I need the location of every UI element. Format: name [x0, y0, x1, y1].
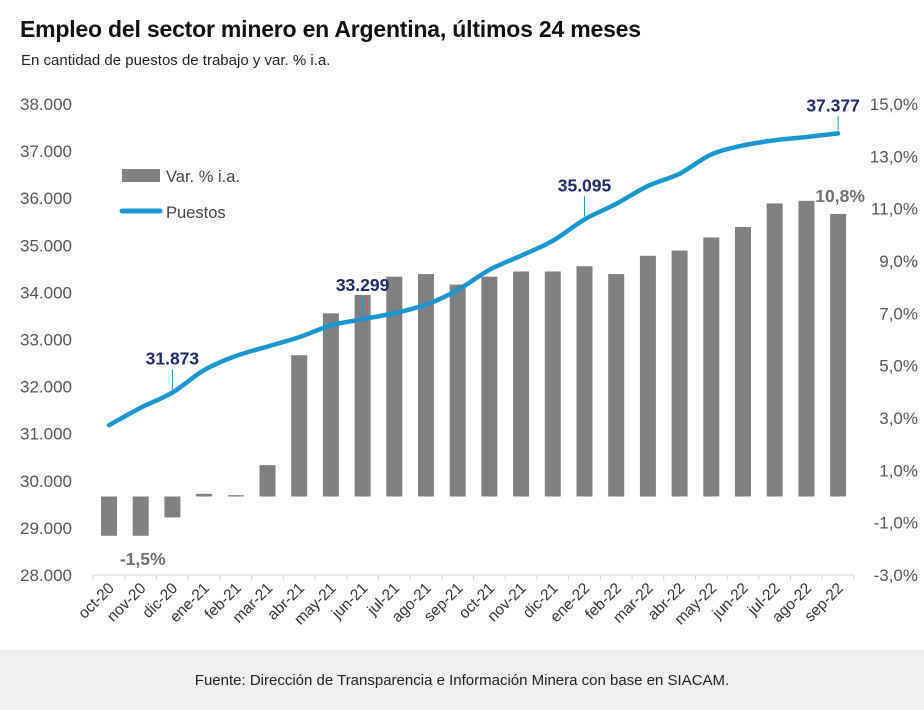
- bar-may-21: [322, 313, 339, 497]
- right-tick-label: 15,0%: [870, 95, 918, 114]
- x-axis: oct-20nov-20dic-20ene-21feb-21mar-21abr-…: [75, 575, 855, 628]
- chart-subtitle: En cantidad de puestos de trabajo y var.…: [21, 52, 331, 69]
- x-tick-label: jun-22: [709, 580, 752, 623]
- right-tick-label: 7,0%: [879, 304, 918, 323]
- chart-title: Empleo del sector minero en Argentina, ú…: [20, 16, 641, 42]
- bar-data-label: 10,8%: [815, 186, 865, 206]
- left-tick-label: 30.000: [20, 472, 72, 491]
- bar-feb-22: [608, 274, 625, 497]
- bar-ago-21: [418, 274, 434, 497]
- right-tick-label: 5,0%: [879, 357, 918, 376]
- chart-canvas: 28.000 29.000 30.000 31.000 32.000 33.000 34.0…: [20, 95, 918, 628]
- right-tick-label: 13,0%: [870, 147, 918, 166]
- bar-mar-22: [639, 255, 656, 497]
- bar-nov-21: [513, 271, 530, 497]
- bar-mar-21: [259, 465, 276, 497]
- left-tick-label: 31.000: [20, 425, 72, 444]
- left-tick-label: 37.000: [20, 142, 72, 161]
- puestos-data-label: 33.299: [336, 275, 390, 295]
- line-series: [106, 131, 841, 428]
- bar-abr-21: [291, 355, 308, 497]
- source-text: Fuente: Dirección de Transparencia e Inf…: [194, 672, 730, 689]
- bar-series: [101, 200, 847, 536]
- right-tick-label: 9,0%: [879, 252, 918, 271]
- puestos-data-label: 37.377: [806, 95, 860, 115]
- legend-line-label: Puestos: [166, 204, 226, 222]
- bar-sep-21: [449, 284, 466, 497]
- bar-sep-22: [830, 213, 847, 497]
- bar-jun-21: [354, 295, 371, 497]
- left-tick-label: 33.000: [20, 331, 72, 350]
- left-tick-label: 32.000: [20, 378, 72, 397]
- x-tick-label: jun-21: [328, 580, 371, 623]
- bar-jul-22: [766, 203, 783, 497]
- right-tick-label: -1,0%: [874, 514, 918, 533]
- puestos-data-label: 31.873: [146, 349, 200, 369]
- puestos-data-label: 35.095: [558, 175, 612, 195]
- legend-bar-label: Var. % i.a.: [166, 168, 240, 186]
- bar-abr-22: [671, 250, 688, 497]
- puestos-line: [106, 131, 841, 428]
- right-tick-label: 11,0%: [871, 200, 918, 219]
- left-axis: 28.000 29.000 30.000 31.000 32.000 33.000 34.0…: [20, 95, 72, 585]
- right-tick-label: -3,0%: [874, 566, 918, 585]
- right-tick-label: 1,0%: [879, 461, 918, 480]
- annotations: 31.873 33.299 35.095 37.377 -1,5% 10,8%: [120, 95, 866, 568]
- bar-may-22: [703, 237, 720, 497]
- bar-feb-21: [227, 495, 244, 497]
- bar-dic-20: [164, 496, 181, 518]
- bar-nov-20: [132, 496, 149, 536]
- bar-jun-22: [735, 226, 751, 497]
- legend-bar-swatch: [122, 169, 160, 182]
- bar-ene-21: [196, 493, 213, 497]
- bar-dic-21: [544, 271, 561, 497]
- bar-ago-22: [798, 200, 815, 497]
- right-axis: -3,0% -1,0% 1,0% 3,0% 5,0% 7,0% 9,0% 11,0% 13,0%…: [870, 95, 918, 585]
- bar-jul-21: [386, 276, 403, 497]
- left-tick-label: 35.000: [20, 236, 72, 255]
- left-tick-label: 38.000: [20, 95, 72, 114]
- bar-oct-21: [481, 276, 498, 497]
- bar-ene-22: [576, 266, 593, 497]
- left-tick-label: 28.000: [20, 566, 72, 585]
- right-tick-label: 3,0%: [879, 409, 918, 428]
- left-tick-label: 29.000: [20, 519, 72, 538]
- bar-data-label: -1,5%: [120, 549, 166, 569]
- bar-oct-20: [101, 496, 117, 536]
- source-footer: Fuente: Dirección de Transparencia e Inf…: [0, 650, 924, 710]
- legend: Var. % i.a. Puestos: [119, 168, 240, 222]
- left-tick-label: 36.000: [20, 189, 72, 208]
- left-tick-label: 34.000: [20, 283, 72, 302]
